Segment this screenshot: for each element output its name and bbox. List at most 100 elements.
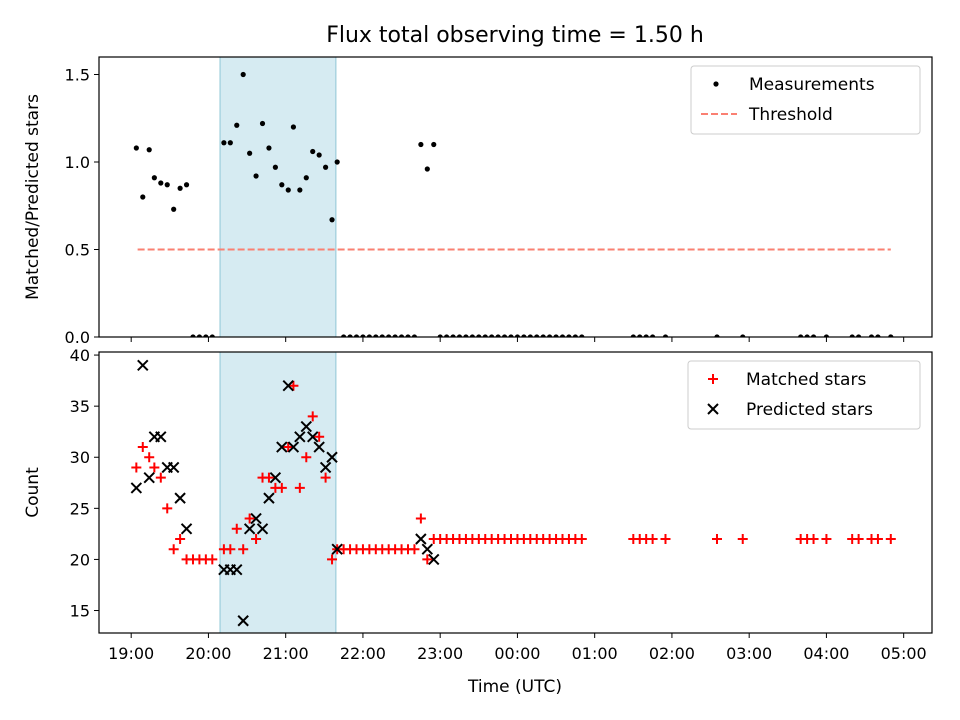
legend-label: Predicted stars [746, 400, 873, 420]
highlight-span [219, 351, 337, 634]
measurement-point [868, 334, 875, 337]
legend-label: Threshold [748, 105, 833, 125]
axes-frame [98, 56, 933, 338]
measurement-point [662, 334, 669, 337]
measurement-point [366, 334, 372, 337]
predicted-point [287, 441, 300, 453]
matched-point [576, 533, 587, 544]
matched-point [660, 533, 671, 544]
measurement-point [643, 334, 649, 337]
measurement-point [508, 334, 514, 337]
y-tick-label: 0.5 [65, 241, 90, 260]
measurement-point [431, 141, 437, 148]
measurement-point [875, 334, 881, 337]
y-tick-label: 35 [70, 397, 90, 416]
matched-point [320, 472, 331, 483]
matched-point [207, 554, 218, 565]
predicted-point [180, 523, 193, 535]
legend: Measurements Threshold [690, 65, 921, 135]
predicted-point [237, 615, 249, 627]
matched-point [283, 442, 294, 453]
figure-title: Flux total observing time = 1.50 h [326, 23, 704, 48]
highlight-span [219, 56, 337, 338]
y-tick-label: 30 [70, 448, 90, 467]
matched-point [288, 380, 299, 391]
predicted-point [174, 492, 186, 504]
measurement-point [547, 334, 553, 337]
matched-point [149, 462, 160, 473]
predicted-point [326, 451, 338, 463]
predicted-point [269, 471, 282, 484]
measurement-point [444, 334, 450, 337]
y-tick-label: 20 [70, 550, 90, 569]
matched-point [294, 482, 305, 493]
measurement-point [386, 334, 392, 337]
predicted-point [155, 431, 167, 443]
measurement-point [476, 334, 482, 337]
measurement-point [469, 334, 475, 337]
y-axis-label: Matched/Predicted stars [23, 94, 43, 300]
matched-point [175, 533, 186, 544]
measurement-point [849, 334, 855, 337]
measurement-point [329, 217, 335, 223]
predicted-point [313, 441, 325, 453]
measurement-point [133, 145, 139, 151]
measurement-point [501, 334, 508, 337]
measurement-point [203, 334, 209, 337]
axes-frame [98, 351, 933, 634]
measurement-point [579, 334, 585, 337]
measurement-point [158, 180, 164, 186]
measurement-point [290, 124, 297, 130]
predicted-point [415, 533, 427, 545]
measurement-point [398, 334, 405, 337]
measurement-point [566, 334, 572, 337]
measurement-point [183, 182, 190, 188]
measurement-point [810, 334, 817, 337]
x-tick-label: 21:00 [263, 644, 309, 663]
legend-label: Matched stars [746, 370, 866, 390]
matched-point [131, 462, 142, 473]
predicted-point [428, 553, 440, 566]
y-tick-label: 40 [70, 346, 90, 365]
legend-marker-measurements [713, 81, 719, 87]
predicted-point [421, 543, 434, 555]
matched-point [853, 533, 864, 544]
ratio-panel: 0.0 0.5 1.0 1.5 Matched/Predicted stars Measu… [23, 56, 933, 347]
measurement-point [164, 182, 170, 188]
x-tick-label: 00:00 [494, 644, 540, 663]
matched-point [872, 533, 883, 544]
y-tick-label: 0.0 [65, 328, 90, 347]
measurement-point [240, 71, 246, 78]
measurement-point [418, 141, 424, 148]
matched-point [137, 442, 148, 453]
predicted-point [282, 380, 294, 392]
matched-point [647, 533, 658, 544]
measurement-point [360, 334, 366, 337]
x-tick-label: 19:00 [108, 644, 154, 663]
matched-point [301, 452, 312, 463]
measurement-point [534, 334, 540, 337]
measurement-point [303, 175, 309, 181]
measurement-point [379, 334, 385, 337]
matched-point [155, 472, 166, 483]
measurement-point [482, 334, 488, 337]
y-tick-label: 15 [70, 602, 90, 621]
measurement-point [405, 334, 411, 337]
matched-point [314, 431, 325, 442]
matched-point [415, 513, 426, 524]
matched-point [327, 554, 338, 565]
legend-label: Measurements [749, 75, 875, 95]
predicted-point [167, 461, 180, 474]
series-predicted-stars [130, 359, 440, 627]
measurement-point [253, 173, 259, 179]
matched-point [808, 533, 819, 544]
predicted-point [256, 523, 269, 535]
matched-point [225, 544, 236, 555]
x-axis-label: Time (UTC) [467, 677, 562, 697]
x-tick-label: 04:00 [803, 644, 849, 663]
matched-point [144, 452, 155, 463]
measurement-point [266, 145, 272, 151]
measurement-point [456, 334, 463, 337]
measurement-point [437, 334, 443, 337]
